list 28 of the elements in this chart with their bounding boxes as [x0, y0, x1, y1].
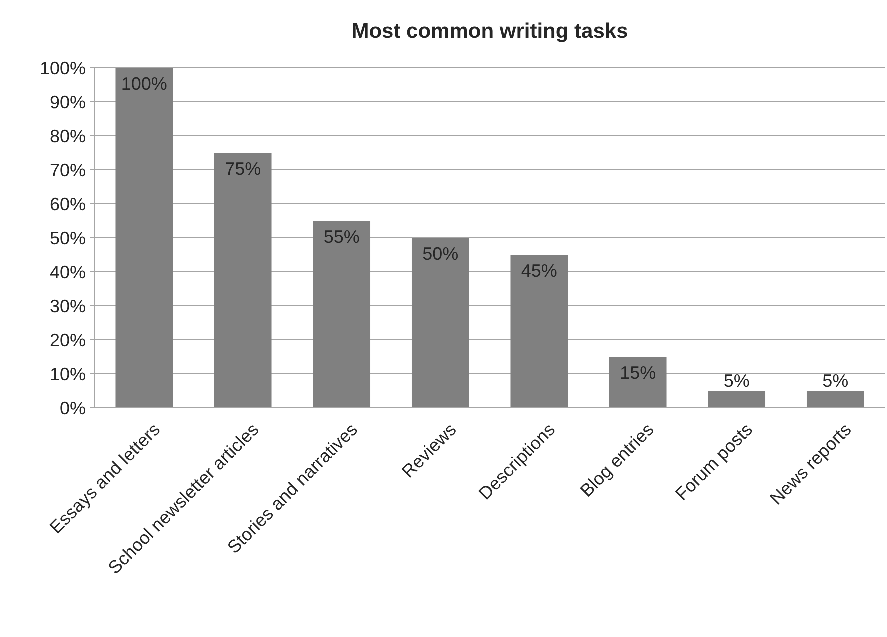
bar: [214, 153, 272, 408]
data-label: 15%: [620, 363, 656, 383]
bar: [412, 238, 470, 408]
data-label: 45%: [521, 261, 558, 281]
y-tick-label: 90%: [50, 92, 86, 112]
data-label: 75%: [225, 159, 262, 179]
bar: [806, 391, 864, 408]
bar: [708, 391, 766, 408]
y-tick-label: 20%: [50, 330, 86, 350]
data-label: 100%: [121, 74, 168, 94]
y-tick-label: 30%: [50, 296, 86, 316]
bar: [313, 221, 371, 408]
y-tick-label: 60%: [50, 194, 86, 214]
y-tick-label: 0%: [60, 398, 86, 418]
bar: [116, 68, 174, 408]
data-label: 50%: [422, 244, 459, 264]
bar: [510, 255, 568, 408]
chart-title: Most common writing tasks: [352, 20, 628, 43]
y-tick-label: 70%: [50, 160, 86, 180]
data-label: 5%: [724, 371, 750, 391]
data-label: 55%: [324, 227, 360, 247]
y-tick-label: 40%: [50, 262, 86, 282]
y-tick-label: 50%: [50, 228, 86, 248]
y-tick-label: 10%: [50, 364, 86, 384]
y-tick-label: 100%: [40, 58, 86, 78]
data-label: 5%: [822, 371, 849, 391]
y-tick-label: 80%: [50, 126, 86, 146]
bar: [609, 357, 667, 408]
